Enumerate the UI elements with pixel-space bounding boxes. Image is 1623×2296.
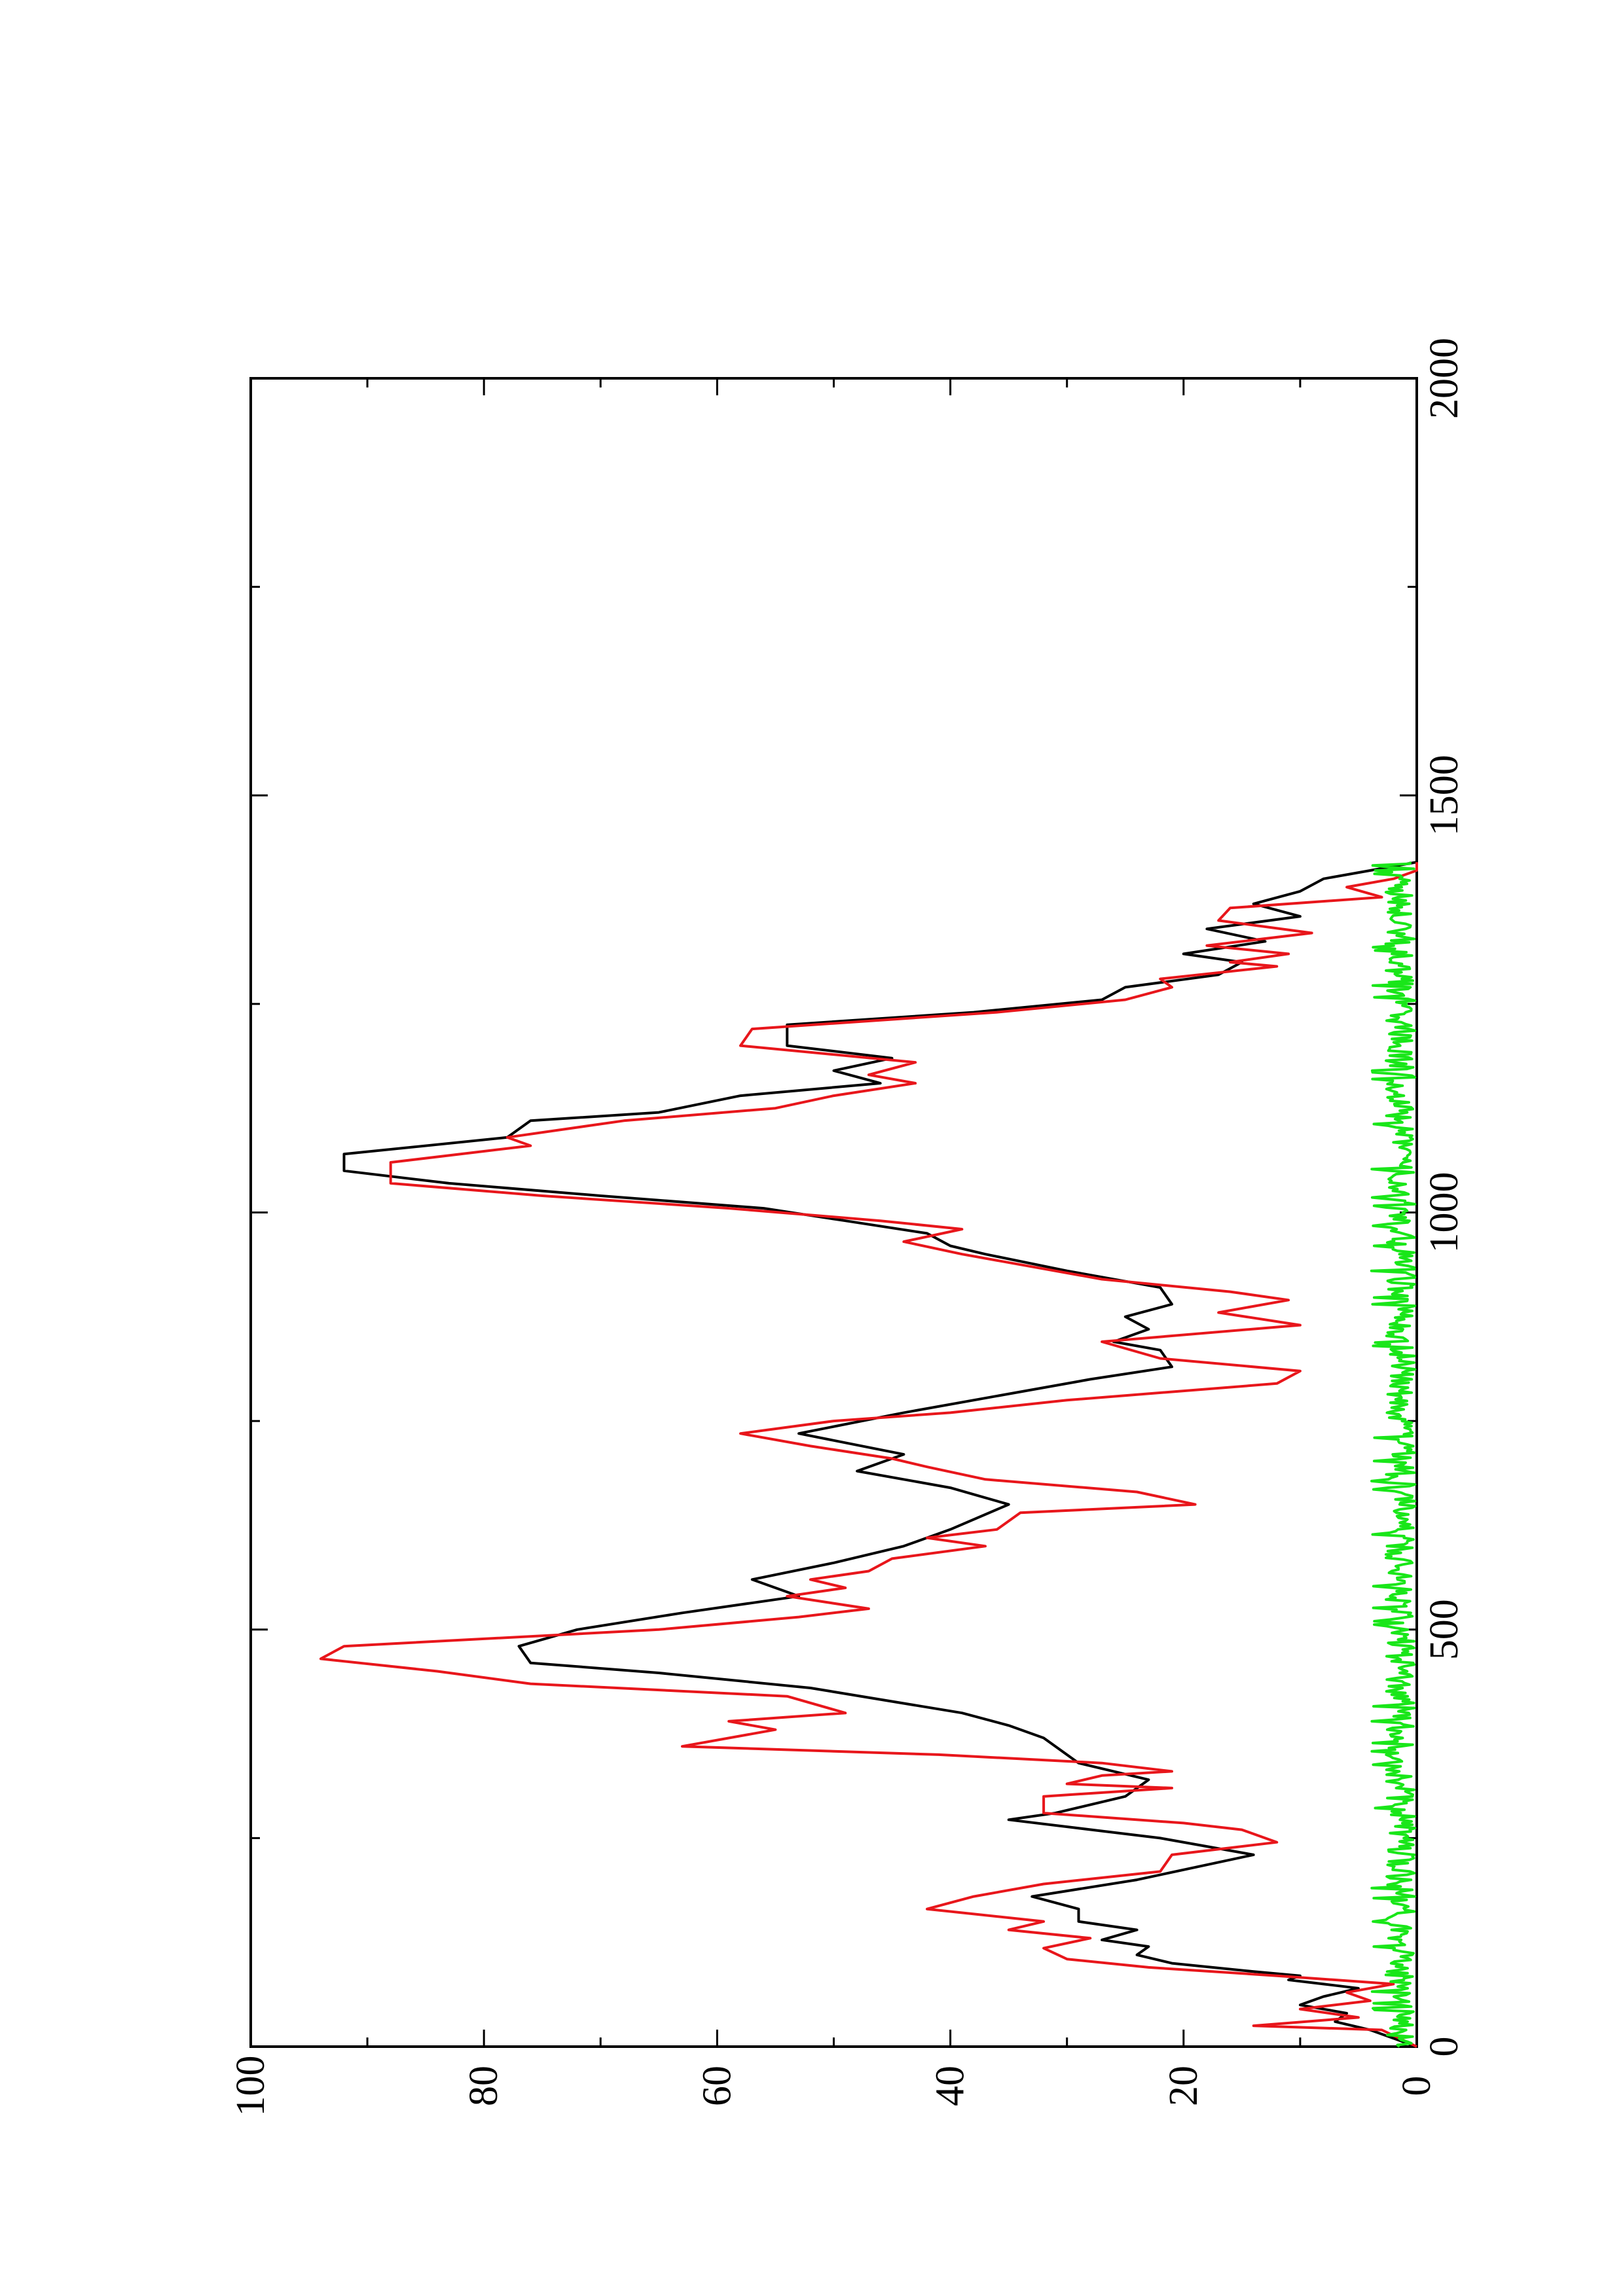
y-tick-label: 20 [1161,2066,1206,2106]
y-tick-label: 60 [695,2066,739,2106]
x-tick-label: 1500 [1422,755,1467,836]
series-line-green [1370,861,1417,2048]
x-tick-label: 1000 [1422,1172,1467,1253]
y-tick-label: 40 [928,2066,973,2106]
series-line-black [342,861,1417,2048]
series-line-red [319,862,1418,2048]
y-tick-label: 100 [228,2056,273,2117]
y-tick-label: 80 [462,2066,506,2106]
plot-frame [249,377,1418,2048]
x-tick-label: 0 [1422,2037,1467,2057]
y-tick-label: 0 [1395,2076,1439,2096]
x-tick-label: 500 [1422,1599,1467,1660]
x-tick-label: 2000 [1422,338,1467,419]
